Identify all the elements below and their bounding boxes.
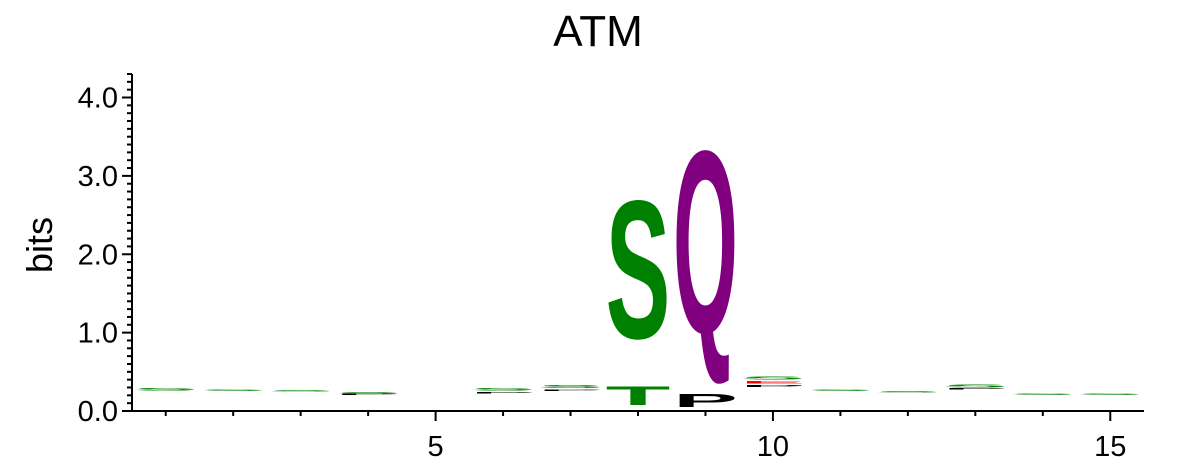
logo-letter-p: P [538,389,603,391]
logo-letter-s: S [875,391,940,393]
logo-letter-s: S [1078,394,1143,396]
x-ticks: 5 10 15 [164,411,1126,463]
chart-title: ATM [553,7,643,56]
y-tick-label: 1.0 [78,318,118,350]
logo-letter-p: P [741,384,806,387]
logo-letter-p: P [336,394,401,396]
logo-letter-s: S [1010,394,1075,396]
logo-letter-s: S [471,387,536,391]
x-tick-label: 5 [428,431,444,463]
logo-letter-t: T [606,381,671,411]
x-tick-label: 15 [1094,431,1126,463]
logo-letter-p: P [673,390,738,411]
logo-letter-p: P [943,388,1008,390]
logo-letter-s: S [741,376,806,381]
y-tick-label: 0.0 [78,396,118,428]
logo-letter-e: E [741,380,806,384]
logo-letter-s: S [538,384,603,389]
y-tick-label: 3.0 [78,161,118,193]
logo-letter-q: Q [673,98,738,389]
logo-letter-s: S [268,390,333,392]
logo-letter-p: P [471,391,536,393]
y-ticks: 0.0 1.0 2.0 3.0 4.0 [78,73,132,428]
x-tick-label: 10 [757,431,789,463]
logo-letter-s: S [943,384,1008,389]
y-axis-label: bits [19,217,60,273]
logo-letter-s: S [133,387,198,391]
logo-letter-s: S [606,159,671,380]
y-tick-label: 2.0 [78,239,118,271]
logo-letter-s: S [336,391,401,393]
y-tick-label: 4.0 [78,83,118,115]
logo-letter-s: S [808,389,873,391]
logo-letter-s: S [201,389,266,391]
